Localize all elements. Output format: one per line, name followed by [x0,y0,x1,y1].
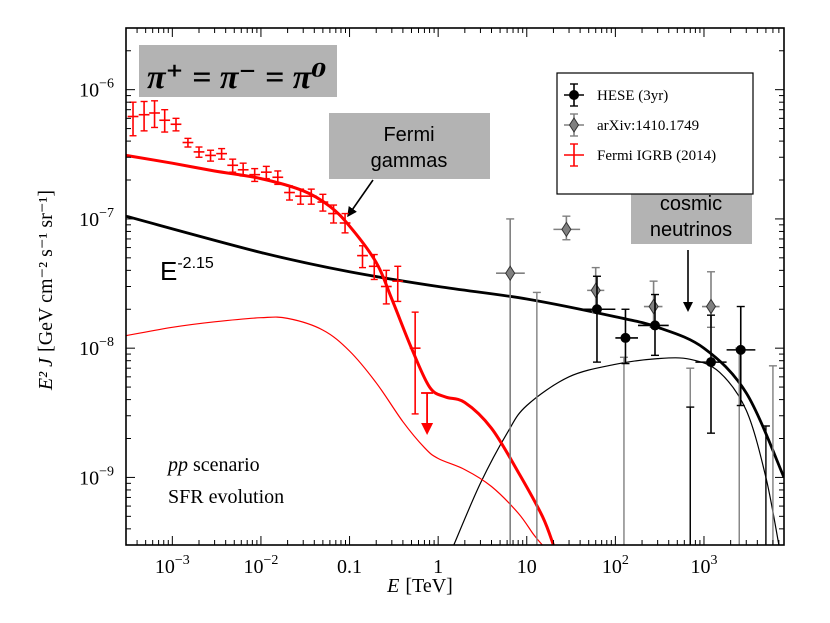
fermi-gammas-box [329,113,490,179]
legend-label: arXiv:1410.1749 [597,118,699,134]
x-tick-label: 103 [690,553,717,578]
fermi-gammas-arrow [347,179,374,218]
x-tick-label: 10−2 [243,553,278,578]
curve-gamma-total [126,153,555,545]
x-tick-label: 102 [602,553,629,578]
arxiv-marker [561,221,572,238]
hese-marker [591,304,602,315]
legend-label: Fermi IGRB (2014) [597,148,716,164]
scenario-label: pp scenario [166,454,260,476]
cosmic-neutrinos-label-2: neutrinos [650,219,732,241]
hese-marker [649,320,660,331]
datapoints-layer [127,100,777,545]
x-tick-label-base: 1 [433,556,443,578]
x-tick-label: 10 [517,556,537,578]
y-tick-label: 10−7 [79,206,114,231]
arxiv-marker [705,298,717,315]
curve-power-law [126,214,784,478]
legend-marker-circle [569,90,579,100]
power-law-base: E [160,256,177,286]
x-tick-label-base: 10 [690,556,710,578]
arxiv-marker [590,282,601,299]
fermi-gammas-label-1: Fermi [383,124,434,146]
x-tick-label-base: 10 [243,556,263,578]
y-axis-unit: [GeV cm⁻² s⁻¹ sr⁻¹] [35,190,57,352]
y-tick-label: 10−9 [79,464,114,489]
x-tick-label: 1 [433,556,443,578]
legend-marker-diamond [568,117,580,133]
y-tick-label-exp: −7 [99,206,114,221]
hese-marker [705,357,716,368]
y-tick-label-exp: −6 [99,77,114,92]
curve-neutrino-component [453,357,780,545]
legend-frame [556,72,754,195]
x-axis-label: E [TeV] [386,575,453,597]
y-tick-label-base: 10 [79,80,99,102]
y-tick-label-base: 10 [79,467,99,489]
legend: HESE (3yr) arXiv:1410.1749 Fermi IGRB (201… [556,72,754,195]
x-axis-var: E [386,575,399,597]
x-tick-label-exp: −3 [175,553,190,568]
y-tick-label-base: 10 [79,338,99,360]
y-tick-label: 10−6 [79,77,114,102]
y-tick-label-exp: −9 [99,464,114,479]
arxiv-marker [648,298,659,315]
x-tick-label-exp: 3 [710,553,717,568]
x-tick-label-base: 0.1 [337,556,362,578]
evolution-label: SFR evolution [168,486,284,508]
title-box [139,45,337,97]
cosmic-neutrinos-box [631,186,752,244]
cosmic-neutrinos-label-1: cosmic [660,193,722,215]
title-text: π⁺ = π⁻ = π⁰ [147,59,326,96]
x-tick-label-base: 10 [517,556,537,578]
y-axis-label: E² J [GeV cm⁻² s⁻¹ sr⁻¹] [35,190,57,391]
curve-gamma-component [126,316,543,545]
x-tick-label: 0.1 [337,556,362,578]
x-tick-label: 10−3 [155,553,190,578]
power-law-exponent: -2.15 [177,255,214,272]
x-tick-label-base: 10 [602,556,622,578]
curves-layer [126,153,784,545]
x-tick-label-exp: −2 [263,553,278,568]
x-tick-label-exp: 2 [622,553,629,568]
hese-marker [620,332,631,343]
power-law-label: E-2.15 [160,255,214,286]
x-tick-label-base: 10 [155,556,175,578]
fermi-upper-limit-arrowhead [421,422,434,435]
scenario-suffix: scenario [188,454,260,476]
legend-label: HESE (3yr) [597,88,668,104]
y-tick-label-base: 10 [79,209,99,231]
y-tick-label-exp: −8 [99,335,114,350]
hese-marker [735,344,746,355]
fermi-gammas-label-2: gammas [371,150,448,172]
y-tick-label: 10−8 [79,335,114,360]
y-axis-var: E² J [35,357,57,391]
arxiv-marker [505,265,516,282]
x-axis-unit: [TeV] [405,575,452,597]
scenario-prefix: pp [166,454,188,476]
